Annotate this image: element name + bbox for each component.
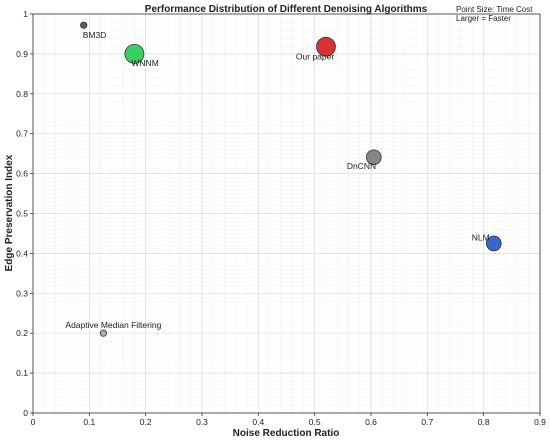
y-tick-label: 0.3 bbox=[16, 288, 28, 298]
point-dncnn bbox=[366, 149, 382, 166]
data-points bbox=[80, 21, 502, 337]
annotation-line-2: Larger = Faster bbox=[456, 14, 511, 23]
point-bm3d bbox=[80, 21, 88, 29]
point-label-adaptive-median-filtering: Adaptive Median Filtering bbox=[65, 320, 161, 330]
point-adaptive-median-filtering bbox=[99, 329, 108, 337]
annotation-line-1: Point Size: Time Cost bbox=[456, 5, 533, 14]
point-labels: BM3D WNNM Our paper DnCNN NLM Adaptive Median… bbox=[65, 30, 489, 330]
y-tick-label: 0.6 bbox=[16, 169, 28, 179]
x-tick-label: 0.3 bbox=[196, 417, 208, 427]
x-tick-label: 0.9 bbox=[534, 417, 546, 427]
x-tick-label: 0.4 bbox=[252, 417, 264, 427]
y-tick-label: 1 bbox=[23, 9, 28, 19]
y-tick-label: 0.4 bbox=[16, 248, 28, 258]
point-our-paper bbox=[316, 36, 336, 57]
chart-title: Performance Distribution of Different De… bbox=[145, 4, 428, 15]
point-label-nlm: NLM bbox=[472, 232, 490, 242]
point-label-bm3d: BM3D bbox=[83, 30, 107, 40]
y-tick-label: 0.5 bbox=[16, 209, 28, 219]
y-tick-label: 0 bbox=[23, 408, 28, 418]
y-tick-label: 0.8 bbox=[16, 89, 28, 99]
x-tick-label: 0.8 bbox=[478, 417, 490, 427]
x-axis-ticks: 0 0.1 0.2 0.3 0.4 0.5 0.6 0.7 0.8 0.9 bbox=[31, 413, 546, 427]
y-tick-label: 0.1 bbox=[16, 368, 28, 378]
x-tick-label: 0.1 bbox=[83, 417, 95, 427]
point-nlm bbox=[486, 235, 502, 252]
point-label-wnnm: WNNM bbox=[131, 58, 158, 68]
x-tick-label: 0.6 bbox=[365, 417, 377, 427]
x-axis-label: Noise Reduction Ratio bbox=[233, 428, 340, 439]
point-label-dncnn: DnCNN bbox=[347, 161, 376, 171]
x-tick-label: 0.5 bbox=[309, 417, 321, 427]
y-tick-label: 0.2 bbox=[16, 328, 28, 338]
point-label-our-paper: Our paper bbox=[296, 52, 334, 62]
y-tick-label: 0.9 bbox=[16, 49, 28, 59]
y-axis-label: Edge Preservation Index bbox=[4, 154, 15, 271]
y-tick-label: 0.7 bbox=[16, 129, 28, 139]
x-tick-label: 0.7 bbox=[421, 417, 433, 427]
point-wnnm bbox=[124, 44, 145, 64]
y-axis-ticks: 0 0.1 0.2 0.3 0.4 0.5 0.6 0.7 0.8 0.9 1 bbox=[16, 9, 33, 418]
x-tick-label: 0 bbox=[31, 417, 36, 427]
x-tick-label: 0.2 bbox=[140, 417, 152, 427]
